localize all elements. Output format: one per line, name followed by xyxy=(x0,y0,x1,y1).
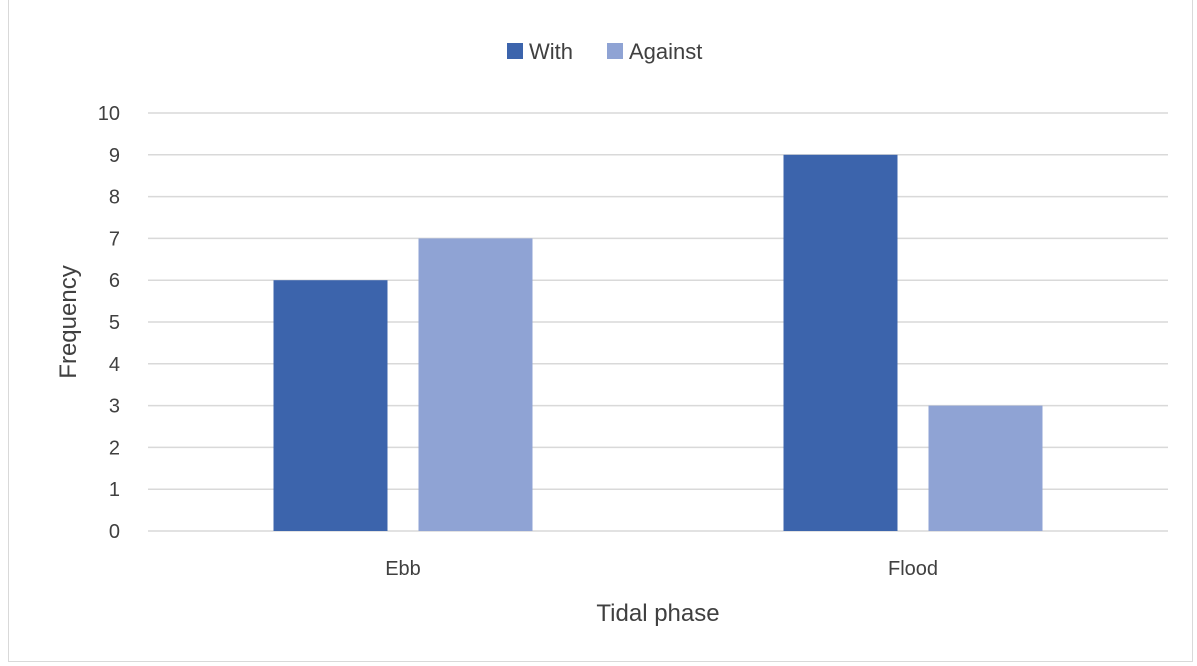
x-tick-labels: Ebb Flood xyxy=(385,558,938,580)
y-tick-label: 1 xyxy=(109,479,120,501)
x-axis-title: Tidal phase xyxy=(596,600,719,627)
legend-swatch-against xyxy=(607,43,623,59)
legend-swatch-with xyxy=(507,43,523,59)
y-tick-label: 10 xyxy=(98,103,120,125)
y-tick-label: 2 xyxy=(109,437,120,459)
bar-against-flood xyxy=(928,405,1043,531)
y-tick-label: 0 xyxy=(109,521,120,543)
legend: With Against xyxy=(507,39,702,64)
y-tick-label: 6 xyxy=(109,270,120,292)
y-tick-labels: 0 1 2 3 4 5 6 7 8 9 10 xyxy=(98,103,120,543)
y-tick-label: 9 xyxy=(109,145,120,167)
y-tick-label: 3 xyxy=(109,396,120,418)
y-tick-label: 5 xyxy=(109,312,120,334)
chart-frame xyxy=(8,0,1193,662)
legend-label-against: Against xyxy=(629,39,702,64)
x-tick-label: Flood xyxy=(888,558,938,580)
bars xyxy=(273,154,1043,532)
y-tick-label: 7 xyxy=(109,228,120,250)
y-tick-label: 4 xyxy=(109,354,120,376)
bar-with-ebb xyxy=(273,280,388,531)
y-axis-title: Frequency xyxy=(55,265,82,378)
legend-label-with: With xyxy=(529,39,573,64)
x-tick-label: Ebb xyxy=(385,558,421,580)
y-tick-label: 8 xyxy=(109,187,120,209)
bar-against-ebb xyxy=(418,238,533,531)
bar-with-flood xyxy=(783,154,898,532)
